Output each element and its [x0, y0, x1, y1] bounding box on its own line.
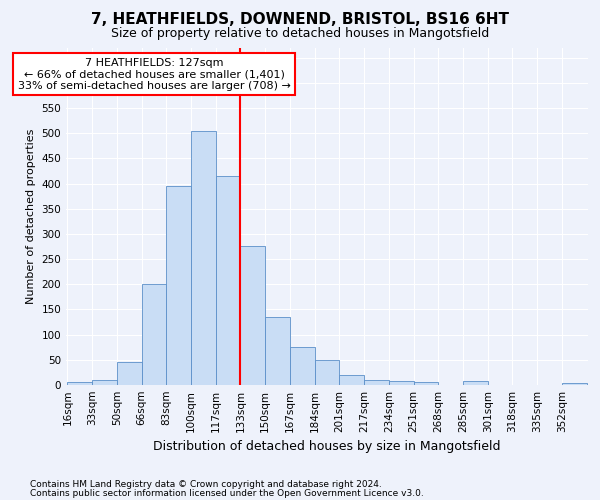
Bar	[413, 382, 438, 385]
Bar	[265, 317, 290, 385]
Bar	[314, 360, 340, 385]
Bar	[216, 176, 241, 385]
Text: 7 HEATHFIELDS: 127sqm
← 66% of detached houses are smaller (1,401)
33% of semi-d: 7 HEATHFIELDS: 127sqm ← 66% of detached …	[17, 58, 290, 91]
Bar	[463, 382, 488, 385]
Bar	[166, 186, 191, 385]
Text: 7, HEATHFIELDS, DOWNEND, BRISTOL, BS16 6HT: 7, HEATHFIELDS, DOWNEND, BRISTOL, BS16 6…	[91, 12, 509, 28]
Bar	[92, 380, 117, 385]
Y-axis label: Number of detached properties: Number of detached properties	[26, 128, 36, 304]
Bar	[142, 284, 166, 385]
Bar	[191, 130, 216, 385]
Text: Contains HM Land Registry data © Crown copyright and database right 2024.: Contains HM Land Registry data © Crown c…	[30, 480, 382, 489]
Bar	[241, 246, 265, 385]
X-axis label: Distribution of detached houses by size in Mangotsfield: Distribution of detached houses by size …	[153, 440, 501, 454]
Bar	[117, 362, 142, 385]
Text: Size of property relative to detached houses in Mangotsfield: Size of property relative to detached ho…	[111, 28, 489, 40]
Bar	[340, 375, 364, 385]
Bar	[364, 380, 389, 385]
Bar	[290, 347, 314, 385]
Text: Contains public sector information licensed under the Open Government Licence v3: Contains public sector information licen…	[30, 488, 424, 498]
Bar	[67, 382, 92, 385]
Bar	[389, 382, 413, 385]
Bar	[562, 384, 587, 385]
